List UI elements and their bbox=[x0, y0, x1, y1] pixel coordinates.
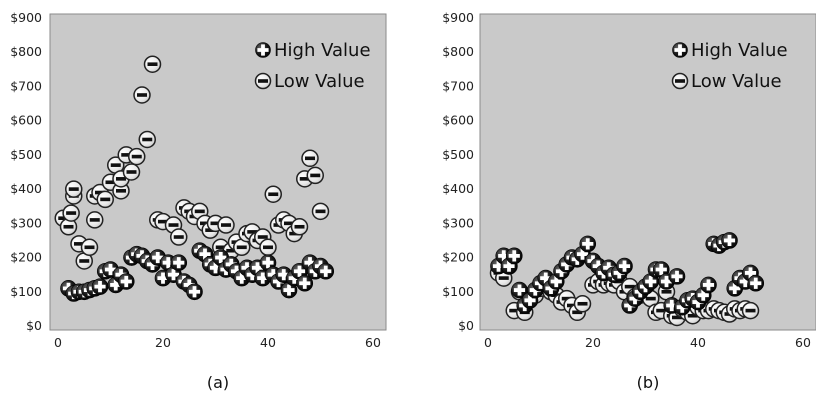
data-point-low bbox=[80, 238, 99, 257]
legend-marker-high-a bbox=[255, 42, 271, 58]
y-tick-label: $500 bbox=[442, 147, 474, 162]
x-tick-label: 60 bbox=[795, 335, 811, 350]
y-tick-label: $300 bbox=[10, 215, 42, 230]
y-tick-label: $400 bbox=[442, 181, 474, 196]
legend-minus-icon bbox=[671, 72, 689, 90]
x-tick-label: 20 bbox=[585, 335, 601, 350]
data-point-high bbox=[505, 247, 523, 265]
chart-a: $0 $100 $200 $300 $400 $500 $600 $700 $800 $900 0… bbox=[10, 10, 387, 392]
data-point-low bbox=[143, 55, 162, 73]
x-axis-ticks-a: 0 20 40 60 bbox=[54, 335, 381, 350]
legend-label-high-b: High Value bbox=[691, 40, 788, 61]
data-point-low bbox=[264, 185, 282, 203]
data-point-high bbox=[91, 278, 109, 295]
data-point-high bbox=[296, 274, 314, 292]
chart-b: $0 $100 $200 $300 $400 $500 $600 $700 $800 $900 0… bbox=[442, 10, 816, 392]
legend-marker-high-b bbox=[672, 42, 688, 58]
legend-label-low-b: Low Value bbox=[691, 71, 782, 92]
data-point-low bbox=[122, 163, 141, 181]
y-tick-label: $400 bbox=[10, 181, 42, 196]
y-tick-label: $600 bbox=[442, 113, 474, 128]
series-high-a bbox=[60, 242, 335, 302]
y-tick-label: $600 bbox=[10, 113, 42, 128]
x-tick-label: 40 bbox=[260, 335, 276, 350]
y-tick-label: $900 bbox=[442, 10, 474, 25]
data-point-high bbox=[170, 254, 188, 271]
data-point-low bbox=[290, 218, 309, 236]
legend-label-high-a: High Value bbox=[274, 40, 371, 61]
caption-b: (b) bbox=[637, 373, 660, 392]
series-low-a bbox=[54, 55, 330, 270]
y-tick-label: $700 bbox=[442, 78, 474, 93]
data-point-high bbox=[579, 235, 597, 253]
data-point-low bbox=[86, 211, 104, 229]
data-point-low bbox=[170, 228, 188, 246]
data-point-high bbox=[747, 274, 765, 292]
data-point-low bbox=[301, 149, 319, 168]
data-point-low bbox=[573, 295, 592, 313]
legend-label-low-a: Low Value bbox=[274, 71, 365, 92]
data-point-high bbox=[117, 273, 135, 290]
legend-a: High Value Low Value bbox=[254, 40, 371, 92]
data-point-low bbox=[741, 301, 760, 320]
y-tick-label: $500 bbox=[10, 147, 42, 162]
legend-marker-low-a bbox=[254, 72, 272, 90]
legend-marker-low-b bbox=[671, 72, 689, 90]
y-tick-label: $200 bbox=[10, 250, 42, 265]
y-tick-label: $900 bbox=[10, 10, 42, 25]
y-tick-label: $800 bbox=[442, 44, 474, 59]
data-point-low bbox=[306, 166, 324, 185]
data-point-high bbox=[616, 257, 633, 275]
data-point-low bbox=[259, 238, 277, 257]
legend-plus-icon bbox=[255, 42, 271, 58]
y-axis-ticks-b: $0 $100 $200 $300 $400 $500 $600 $700 $800 $900 bbox=[442, 10, 474, 333]
caption-a: (a) bbox=[207, 373, 229, 392]
data-point-high bbox=[721, 232, 738, 249]
series-high-b bbox=[490, 232, 765, 316]
x-tick-label: 20 bbox=[155, 335, 171, 350]
legend-b: High Value Low Value bbox=[671, 40, 788, 92]
y-tick-label: $0 bbox=[458, 318, 474, 333]
y-tick-label: $100 bbox=[10, 284, 42, 299]
data-point-high bbox=[700, 276, 717, 294]
data-point-high bbox=[186, 283, 203, 301]
data-point-low bbox=[311, 202, 330, 221]
y-tick-label: $200 bbox=[442, 250, 474, 265]
data-point-high bbox=[668, 268, 686, 285]
data-point-low bbox=[65, 180, 83, 198]
data-point-low bbox=[233, 238, 251, 257]
y-tick-label: $800 bbox=[10, 44, 42, 59]
y-axis-ticks-a: $0 $100 $200 $300 $400 $500 $600 $700 $800 $900 bbox=[10, 10, 42, 333]
data-point-low bbox=[128, 147, 146, 166]
x-tick-label: 40 bbox=[690, 335, 706, 350]
data-point-low bbox=[217, 216, 235, 234]
legend-plus-icon bbox=[672, 42, 688, 58]
legend-minus-icon bbox=[254, 72, 272, 90]
x-tick-label: 0 bbox=[54, 335, 62, 350]
x-tick-label: 0 bbox=[484, 335, 492, 350]
y-tick-label: $0 bbox=[26, 318, 42, 333]
y-tick-label: $100 bbox=[442, 284, 474, 299]
y-tick-label: $700 bbox=[10, 78, 42, 93]
x-axis-ticks-b: 0 20 40 60 bbox=[484, 335, 811, 350]
data-point-low bbox=[96, 190, 114, 209]
data-point-high bbox=[317, 262, 335, 280]
data-point-low bbox=[138, 130, 156, 149]
data-point-low bbox=[133, 86, 151, 104]
x-tick-label: 60 bbox=[365, 335, 381, 350]
data-point-low bbox=[62, 204, 80, 222]
y-tick-label: $300 bbox=[442, 215, 474, 230]
